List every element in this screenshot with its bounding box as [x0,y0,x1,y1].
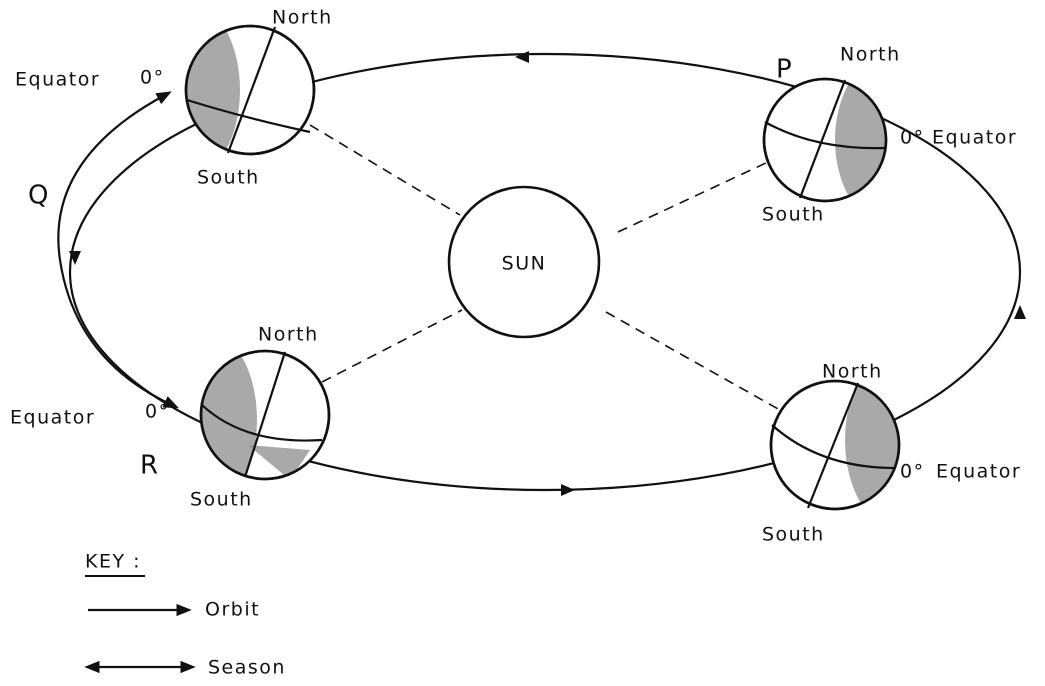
north-label: North [822,361,883,383]
angle-label: 0° [900,127,925,149]
dashed-line [322,310,462,382]
dashed-line [618,162,768,232]
angle-label: 0° [140,67,165,89]
orbit-arrow [1014,305,1026,319]
angle-label: 0° [145,401,170,423]
key-item: Season [208,657,286,679]
orbit-arrow [561,484,575,496]
key-title: KEY : [85,551,141,573]
sun-label: SUN [502,253,547,275]
north-label: North [258,324,319,346]
earth [153,330,329,510]
equator-label: Equator [932,127,1017,149]
dashed-line [310,125,460,215]
equator-label: Equator [10,407,95,429]
north-label: North [840,44,901,66]
letter-label: R [140,451,160,481]
equator-label: Equator [936,461,1021,483]
season-arc [58,95,172,405]
equator-label: Equator [15,69,100,91]
letter-label: P [776,55,793,85]
north-label: North [272,7,333,29]
letter-label: Q [28,181,50,211]
south-label: South [190,489,253,511]
dashed-line [606,312,780,410]
south-label: South [197,167,260,189]
angle-label: 0° [900,461,925,483]
orbit-arrow [515,51,529,63]
south-label: South [762,524,825,546]
south-label: South [762,204,825,226]
diagram: SUN North Equator 0° South North 0° Equa… [0,0,1045,682]
key-item: Orbit [205,599,260,621]
